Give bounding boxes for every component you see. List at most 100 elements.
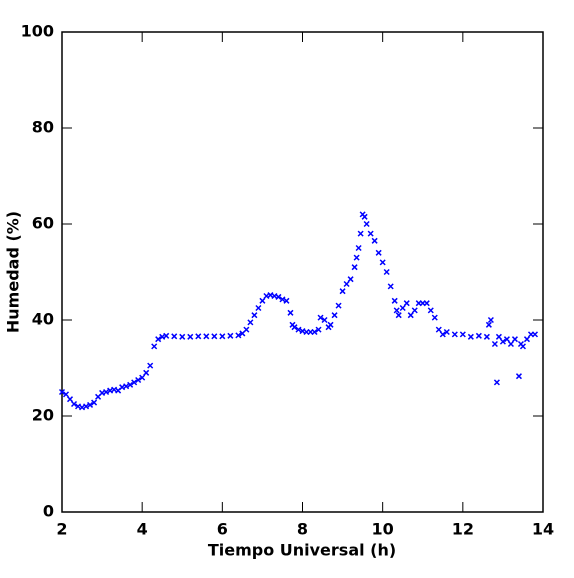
data-point bbox=[62, 391, 70, 398]
y-tick-label: 0 bbox=[43, 502, 54, 521]
data-point bbox=[507, 340, 514, 348]
data-point bbox=[515, 373, 522, 380]
data-point bbox=[395, 312, 402, 319]
data-point bbox=[357, 230, 364, 237]
data-point bbox=[311, 328, 318, 336]
data-point bbox=[503, 336, 510, 343]
data-point bbox=[391, 297, 398, 304]
data-point bbox=[379, 259, 386, 266]
data-point bbox=[219, 333, 226, 340]
data-point bbox=[195, 333, 202, 340]
plot-frame bbox=[61, 31, 544, 513]
data-point bbox=[493, 379, 500, 386]
data-point bbox=[439, 331, 446, 338]
y-axis-label: Humedad (%) bbox=[4, 211, 23, 333]
x-tick-label: 8 bbox=[297, 520, 308, 539]
data-point bbox=[343, 280, 350, 288]
data-point bbox=[295, 326, 302, 333]
data-point bbox=[321, 316, 328, 324]
data-point bbox=[499, 338, 506, 345]
data-point bbox=[487, 316, 494, 324]
data-point bbox=[87, 401, 94, 408]
data-point bbox=[155, 336, 162, 343]
x-tick-label: 12 bbox=[452, 520, 474, 539]
data-point bbox=[519, 343, 526, 350]
data-point bbox=[203, 333, 210, 340]
data-point bbox=[403, 300, 410, 307]
y-tick-label: 100 bbox=[21, 22, 54, 41]
y-tick-label: 20 bbox=[32, 406, 54, 425]
data-point bbox=[335, 302, 342, 309]
data-point bbox=[399, 304, 406, 312]
data-point bbox=[187, 333, 194, 340]
data-point bbox=[531, 331, 539, 338]
data-point bbox=[163, 332, 170, 339]
data-point bbox=[353, 254, 360, 261]
data-point bbox=[435, 326, 442, 333]
data-point bbox=[58, 388, 66, 396]
data-point bbox=[83, 403, 90, 410]
data-point bbox=[66, 396, 74, 403]
data-point bbox=[393, 307, 400, 314]
data-point bbox=[123, 383, 130, 390]
data-point bbox=[351, 264, 358, 271]
data-point bbox=[407, 312, 414, 319]
data-point bbox=[367, 230, 374, 237]
data-point bbox=[227, 332, 234, 339]
data-point bbox=[467, 333, 474, 340]
data-point bbox=[291, 324, 298, 331]
x-tick-label: 4 bbox=[137, 520, 148, 539]
data-point bbox=[135, 376, 142, 384]
data-point bbox=[131, 379, 138, 386]
data-point bbox=[427, 307, 434, 314]
data-point bbox=[103, 388, 110, 396]
data-point bbox=[383, 268, 390, 276]
data-point bbox=[251, 312, 258, 319]
data-point bbox=[339, 288, 346, 295]
data-point bbox=[371, 237, 378, 244]
x-tick-label: 2 bbox=[56, 520, 67, 539]
data-point bbox=[485, 321, 492, 328]
data-point bbox=[331, 312, 338, 319]
y-tick-label: 60 bbox=[32, 214, 54, 233]
data-point bbox=[483, 333, 490, 340]
x-axis-label: Tiempo Universal (h) bbox=[208, 541, 396, 560]
data-point bbox=[315, 326, 322, 333]
data-point bbox=[287, 309, 294, 316]
data-point bbox=[255, 304, 262, 312]
x-tick-label: 10 bbox=[372, 520, 394, 539]
data-point bbox=[327, 321, 334, 328]
data-point bbox=[411, 307, 418, 314]
data-point bbox=[431, 314, 438, 321]
data-point bbox=[491, 340, 498, 348]
x-tick-label: 6 bbox=[217, 520, 228, 539]
data-point bbox=[171, 333, 178, 340]
data-point bbox=[143, 369, 150, 376]
data-point bbox=[147, 362, 154, 369]
data-point bbox=[375, 249, 382, 256]
data-point bbox=[127, 381, 134, 388]
data-point bbox=[511, 336, 518, 343]
data-point bbox=[211, 333, 218, 340]
data-point bbox=[361, 213, 368, 220]
data-point bbox=[283, 297, 290, 304]
data-point bbox=[70, 400, 78, 408]
data-point bbox=[423, 300, 430, 307]
data-point bbox=[387, 283, 394, 290]
data-point bbox=[235, 332, 242, 339]
data-point bbox=[495, 333, 502, 340]
data-point bbox=[443, 328, 450, 336]
data-point bbox=[355, 244, 362, 252]
data-point bbox=[139, 374, 146, 381]
data-point bbox=[275, 293, 282, 300]
data-point bbox=[459, 331, 466, 338]
data-point bbox=[247, 319, 254, 326]
data-point bbox=[475, 332, 482, 339]
data-point bbox=[317, 314, 324, 321]
y-tick-label: 40 bbox=[32, 310, 54, 329]
data-point bbox=[523, 336, 530, 343]
data-point bbox=[179, 333, 186, 340]
data-point bbox=[243, 326, 250, 333]
data-point bbox=[91, 399, 98, 406]
y-tick-label: 80 bbox=[32, 118, 54, 137]
